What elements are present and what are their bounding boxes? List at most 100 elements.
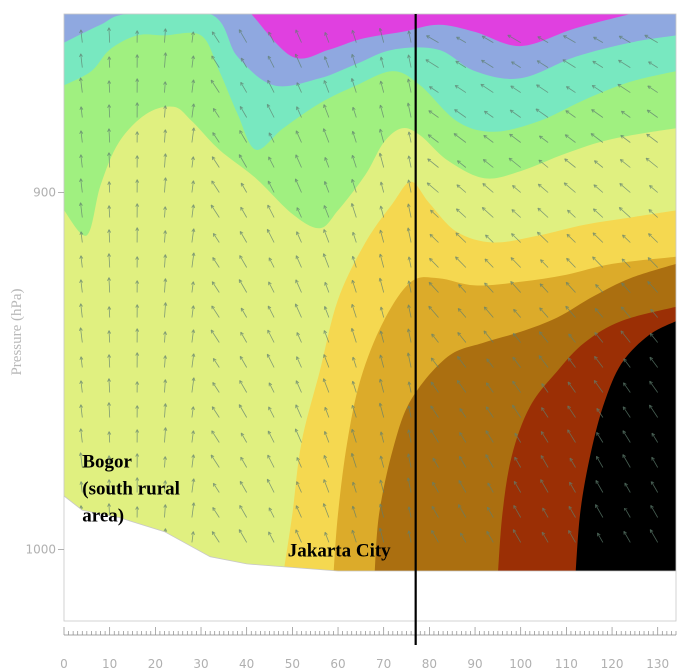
wind-vector bbox=[163, 379, 168, 393]
wind-vector bbox=[454, 85, 467, 93]
wind-vector bbox=[623, 382, 631, 393]
wind-vector bbox=[430, 405, 439, 418]
wind-vector bbox=[135, 477, 140, 493]
wind-vector bbox=[593, 184, 604, 193]
wind-vector bbox=[567, 357, 576, 368]
wind-vector bbox=[191, 103, 196, 118]
wind-vector bbox=[240, 81, 248, 93]
wind-vector bbox=[295, 529, 302, 543]
wind-vector bbox=[296, 231, 302, 243]
wind-vector bbox=[266, 353, 275, 368]
wind-vector bbox=[268, 507, 275, 518]
wind-vector bbox=[649, 404, 659, 418]
wind-vector bbox=[211, 180, 220, 193]
annotation-label: Jakarta City bbox=[288, 541, 391, 562]
wind-vector bbox=[163, 504, 168, 518]
wind-vector bbox=[191, 502, 196, 518]
wind-vector bbox=[107, 104, 112, 118]
wind-vector bbox=[296, 332, 302, 343]
wind-vector bbox=[407, 405, 412, 418]
wind-vector bbox=[163, 278, 168, 293]
annotation-label: (south rural bbox=[82, 478, 180, 499]
wind-vector bbox=[459, 407, 467, 418]
wind-vector bbox=[191, 79, 196, 93]
wind-vector bbox=[79, 29, 83, 43]
x-tick-label: 70 bbox=[376, 657, 391, 671]
wind-vector bbox=[135, 227, 140, 243]
wind-vector bbox=[407, 506, 412, 518]
wind-vector bbox=[294, 428, 302, 443]
wind-vector bbox=[457, 355, 467, 368]
wind-vector bbox=[135, 352, 140, 368]
wind-vector bbox=[211, 305, 220, 318]
wind-vector bbox=[163, 480, 167, 493]
annotation-label: area) bbox=[82, 505, 124, 526]
wind-vector bbox=[79, 106, 84, 118]
wind-vector bbox=[458, 479, 467, 493]
wind-vector bbox=[622, 406, 631, 418]
wind-vector bbox=[266, 228, 275, 243]
wind-vector bbox=[163, 254, 168, 268]
wind-vector bbox=[486, 506, 494, 518]
wind-vector bbox=[323, 56, 330, 68]
wind-vector bbox=[650, 504, 659, 518]
wind-vector bbox=[107, 152, 111, 168]
wind-vector bbox=[481, 207, 494, 218]
wind-vector bbox=[647, 281, 658, 293]
wind-vector bbox=[458, 284, 467, 293]
wind-vector bbox=[191, 228, 196, 243]
wind-vector bbox=[191, 430, 195, 443]
wind-vector bbox=[268, 531, 275, 543]
x-tick-label: 30 bbox=[193, 657, 208, 671]
wind-vector bbox=[107, 354, 112, 368]
wind-vector bbox=[163, 206, 167, 218]
wind-vector bbox=[135, 131, 140, 143]
wind-vector bbox=[239, 230, 248, 243]
wind-vector bbox=[379, 80, 385, 93]
wind-vector bbox=[350, 327, 357, 343]
wind-vector bbox=[268, 257, 275, 268]
wind-vector bbox=[135, 30, 140, 43]
wind-vector bbox=[79, 202, 83, 218]
wind-vector bbox=[649, 380, 659, 393]
wind-vector bbox=[563, 182, 576, 193]
wind-vector bbox=[107, 80, 112, 93]
x-tick-label: 60 bbox=[330, 657, 345, 671]
wind-vector bbox=[567, 429, 576, 443]
wind-vector bbox=[268, 406, 275, 418]
wind-vector bbox=[513, 480, 522, 493]
wind-vector bbox=[623, 530, 631, 543]
wind-vector bbox=[486, 358, 494, 368]
wind-vector bbox=[593, 379, 604, 393]
wind-vector bbox=[453, 133, 467, 143]
wind-vector bbox=[211, 31, 220, 43]
wind-vector bbox=[512, 185, 521, 193]
terrain-surface bbox=[64, 495, 676, 621]
wind-vector bbox=[648, 209, 658, 218]
wind-vector bbox=[510, 85, 521, 93]
wind-vector bbox=[484, 258, 494, 268]
y-axis-label: Pressure (hPa) bbox=[9, 288, 25, 375]
wind-vector bbox=[514, 432, 522, 443]
wind-vector bbox=[268, 156, 275, 168]
wind-vector bbox=[79, 481, 84, 493]
wind-vector bbox=[485, 406, 494, 418]
wind-vector bbox=[351, 130, 357, 143]
wind-vector bbox=[567, 209, 576, 218]
wind-vector bbox=[485, 382, 494, 393]
x-tick-label: 10 bbox=[102, 657, 117, 671]
wind-vector bbox=[324, 32, 330, 43]
wind-vector bbox=[592, 60, 604, 68]
wind-vector bbox=[456, 379, 467, 393]
y-tick-label: 900 bbox=[33, 186, 56, 200]
wind-vector bbox=[596, 407, 604, 418]
wind-vector bbox=[513, 504, 522, 518]
wind-vector bbox=[429, 257, 439, 268]
wind-vector bbox=[513, 308, 522, 318]
wind-vector bbox=[622, 234, 631, 243]
wind-vector bbox=[379, 205, 385, 218]
wind-vector bbox=[456, 184, 467, 193]
plot-frame bbox=[63, 13, 677, 622]
wind-vector bbox=[79, 452, 83, 468]
